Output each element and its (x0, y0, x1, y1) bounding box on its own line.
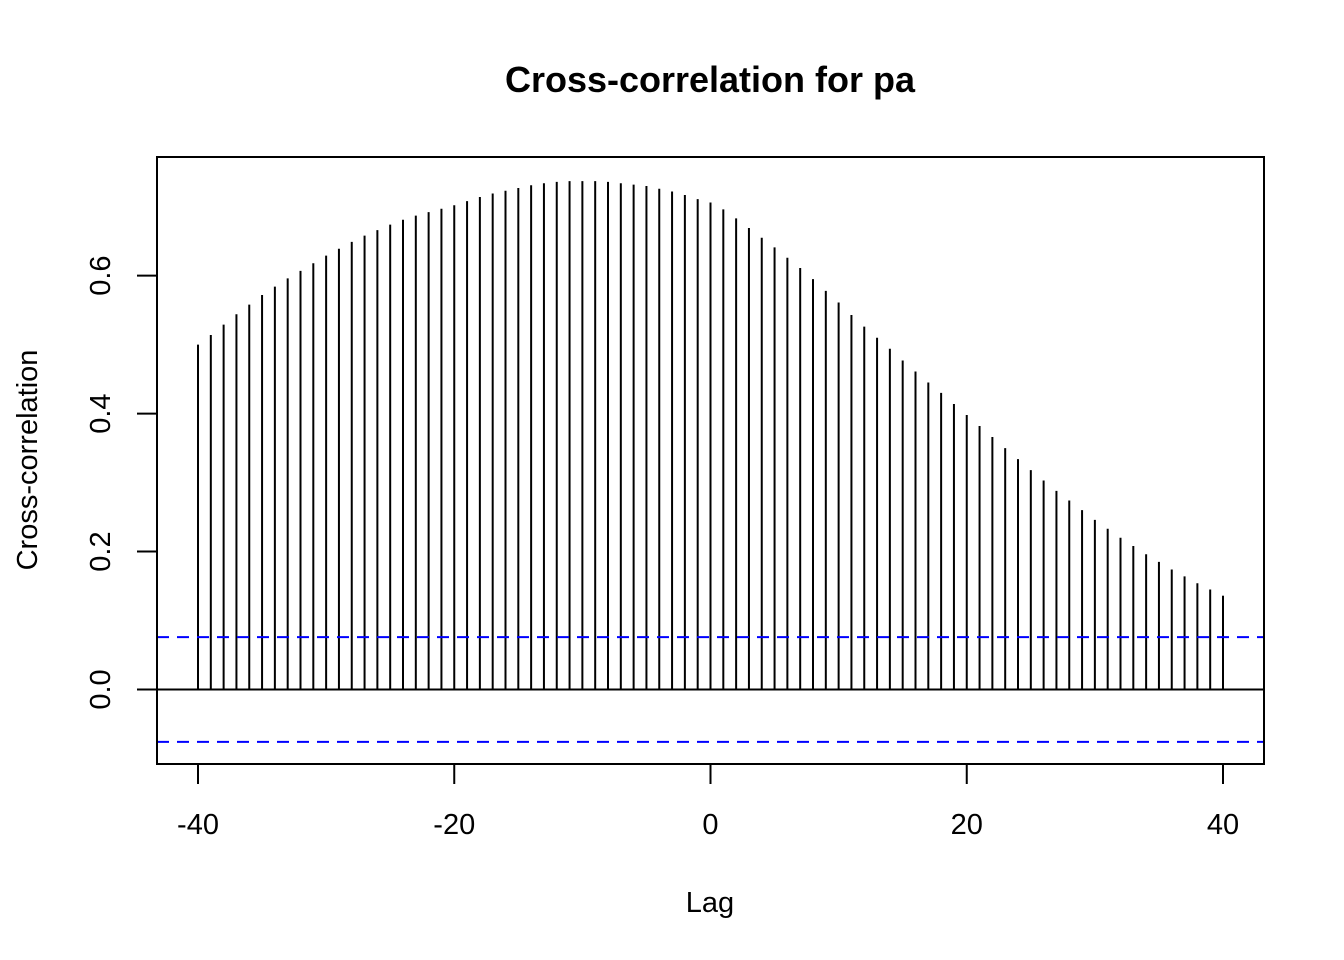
x-tick-label: -20 (433, 809, 475, 841)
x-tick-label: 20 (951, 809, 983, 841)
confidence-bounds (157, 636, 1264, 743)
y-tick-label: 0.0 (85, 669, 117, 709)
x-tick-label: -40 (177, 809, 219, 841)
y-axis: 0.0 0.2 0.4 0.6 (85, 255, 158, 710)
x-axis-label: Lag (686, 887, 734, 919)
chart-title: Cross-correlation for pa (505, 59, 916, 100)
y-axis-label: Cross-correlation (12, 350, 44, 571)
lag-bars (197, 181, 1224, 690)
x-tick-label: 0 (702, 809, 718, 841)
y-tick-label: 0.2 (85, 531, 117, 571)
y-tick-label: 0.6 (85, 255, 117, 295)
y-tick-label: 0.4 (85, 393, 117, 433)
x-tick-label: 40 (1207, 809, 1239, 841)
x-axis: -40 -20 0 20 40 (177, 763, 1239, 841)
